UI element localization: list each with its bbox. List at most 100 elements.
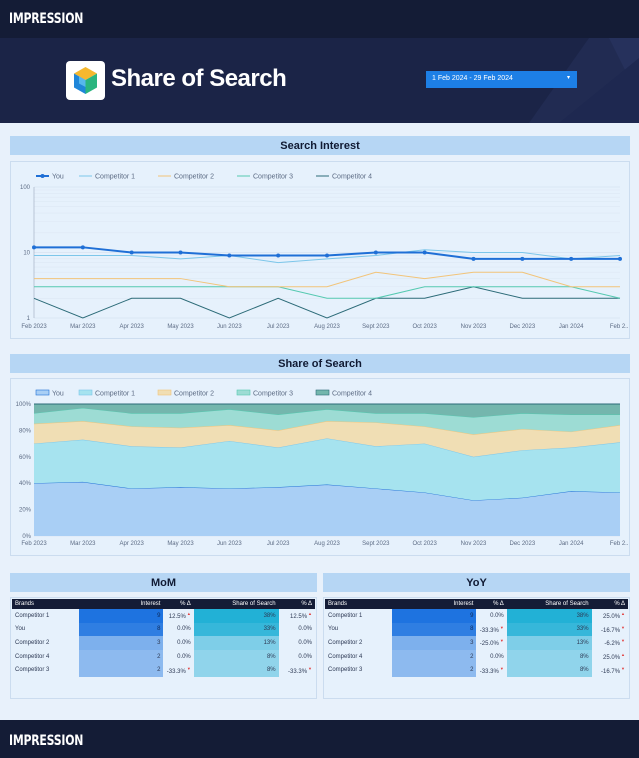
- legend-item-competitor-2: Competitor 2: [157, 389, 214, 398]
- share-cell: 38%: [506, 609, 592, 623]
- x-tick-label: Dec 2023: [509, 324, 535, 330]
- share-delta-cell: -16.7%▼: [601, 665, 625, 675]
- legend-label: Competitor 4: [332, 174, 372, 181]
- table-row: Competitor 1 9 0.0% 38% 25.0%▲: [325, 609, 628, 623]
- interest-delta-cell: 0.0%: [490, 653, 504, 660]
- x-tick-label: Sept 2023: [362, 324, 390, 330]
- column-header[interactable]: Brands: [325, 599, 392, 609]
- legend-item-competitor-4: Competitor 4: [316, 174, 372, 181]
- x-tick-label: Nov 2023: [461, 541, 487, 547]
- interest-delta-cell: -33.3%▼: [166, 665, 191, 675]
- legend-label: Competitor 1: [95, 174, 135, 181]
- column-header[interactable]: Share of Search: [506, 599, 592, 609]
- legend-label: Competitor 2: [174, 174, 214, 181]
- share-delta-cell: -6.2%▼: [604, 638, 625, 648]
- column-header[interactable]: Brands: [12, 599, 79, 609]
- product-logo: [66, 61, 105, 100]
- x-tick-label: Mar 2023: [70, 541, 96, 547]
- mom-title: MoM: [10, 573, 317, 592]
- legend-marker: [40, 174, 45, 178]
- x-tick-label: May 2023: [167, 324, 194, 330]
- column-header[interactable]: Share of Search: [193, 599, 279, 609]
- data-point-you: [618, 256, 622, 261]
- x-tick-label: May 2023: [167, 541, 194, 547]
- interest-cell: 9: [391, 609, 477, 623]
- area-you: [34, 481, 620, 536]
- x-tick-label: Jul 2023: [267, 541, 290, 547]
- data-point-you: [80, 245, 85, 250]
- table-row: Competitor 1 9 12.5%▲ 38% 12.5%▲: [12, 609, 315, 623]
- interest-cell: 8: [391, 622, 477, 637]
- interest-delta-cell: -33.3%▼: [479, 624, 504, 634]
- interest-cell: 2: [391, 663, 477, 677]
- x-tick-label: Dec 2023: [509, 541, 535, 547]
- share-delta-cell: -33.3%▼: [288, 665, 312, 675]
- legend-swatch: [315, 389, 330, 396]
- arrow-down-icon: ▼: [499, 624, 504, 630]
- brand-cell: Competitor 1: [328, 612, 363, 619]
- data-point-you: [178, 250, 183, 255]
- search-interest-panel: You Competitor 1 Competitor 2 Competitor 3 C…: [10, 161, 631, 339]
- y-tick-label: 0%: [22, 534, 31, 540]
- table-header-row: Brands Interest% Δ Share of Search% Δ: [325, 599, 628, 609]
- column-header[interactable]: % Δ: [591, 599, 628, 609]
- y-tick-label: 40%: [19, 481, 32, 487]
- mom-table: Brands Interest% Δ Share of Search% Δ Compe…: [12, 599, 315, 677]
- data-point-you: [325, 253, 329, 258]
- legend-label: Competitor 3: [253, 391, 293, 398]
- legend-item-competitor-3: Competitor 3: [236, 389, 293, 398]
- column-header[interactable]: Interest: [78, 599, 164, 609]
- brand-cell: Competitor 4: [15, 653, 50, 660]
- table-row: Competitor 4 2 0.0% 8% 0.0%: [12, 649, 315, 664]
- arrow-down-icon: ▼: [499, 638, 504, 644]
- share-delta-cell: 25.0%▲: [603, 652, 625, 662]
- search-interest-title: Search Interest: [10, 136, 630, 155]
- share-delta-cell: 25.0%▲: [603, 611, 625, 621]
- x-tick-label: Feb 2023: [21, 541, 47, 547]
- interest-delta-cell: 0.0%: [490, 612, 504, 619]
- column-header[interactable]: % Δ: [476, 599, 507, 609]
- brand-cell: Competitor 2: [15, 639, 50, 646]
- top-bar: IMPRESSION: [0, 0, 639, 38]
- report-header: Share of Search 1 Feb 2024 - 29 Feb 2024…: [0, 38, 639, 123]
- table-row: Competitor 2 3 -25.0%▼ 13% -6.2%▼: [325, 636, 628, 650]
- x-tick-label: Feb 2...: [610, 324, 629, 330]
- x-tick-label: Aug 2023: [314, 324, 340, 330]
- cube-icon: [74, 67, 97, 94]
- date-range-picker[interactable]: 1 Feb 2024 - 29 Feb 2024 ▾: [426, 71, 577, 88]
- y-tick-label: 10: [23, 251, 30, 257]
- legend-label: You: [52, 391, 64, 398]
- x-tick-label: Feb 2023: [21, 324, 47, 330]
- column-header[interactable]: % Δ: [278, 599, 315, 609]
- footer-brand-text: IMPRESSION: [9, 733, 84, 749]
- table-row: You 8 0.0% 33% 0.0%: [12, 622, 315, 637]
- arrow-down-icon: ▼: [621, 638, 625, 644]
- legend-item-competitor-1: Competitor 1: [79, 174, 135, 181]
- brand-cell: Competitor 3: [328, 667, 363, 674]
- area-line-competitor-2: [33, 420, 621, 435]
- legend-item-you: You: [35, 389, 64, 398]
- legend-label: Competitor 3: [253, 174, 293, 181]
- interest-delta-cell: 0.0%: [177, 626, 191, 633]
- chevron-down-icon: ▾: [566, 75, 570, 81]
- data-point-you: [569, 256, 574, 261]
- brand-cell: Competitor 2: [328, 639, 363, 646]
- legend-item-competitor-1: Competitor 1: [78, 389, 135, 398]
- data-point-you: [32, 245, 36, 250]
- date-range-value: 1 Feb 2024 - 29 Feb 2024: [432, 75, 513, 82]
- share-cell: 33%: [506, 622, 592, 637]
- share-cell: 13%: [193, 636, 279, 650]
- x-tick-label: Sept 2023: [362, 541, 390, 547]
- x-tick-label: Feb 2...: [610, 541, 629, 547]
- x-tick-label: Jan 2024: [559, 324, 584, 330]
- column-header[interactable]: % Δ: [163, 599, 194, 609]
- table-row: Competitor 2 3 0.0% 13% 0.0%: [12, 636, 315, 650]
- legend-swatch: [35, 389, 50, 396]
- interest-delta-cell: 0.0%: [177, 639, 191, 646]
- legend-label: Competitor 2: [174, 391, 214, 398]
- share-cell: 8%: [506, 663, 592, 677]
- yoy-table: Brands Interest% Δ Share of Search% Δ Compe…: [325, 599, 628, 677]
- share-of-search-chart: You Competitor 1 Competitor 2 Competitor 3 C…: [16, 389, 631, 547]
- column-header[interactable]: Interest: [391, 599, 477, 609]
- share-cell: 38%: [193, 609, 279, 623]
